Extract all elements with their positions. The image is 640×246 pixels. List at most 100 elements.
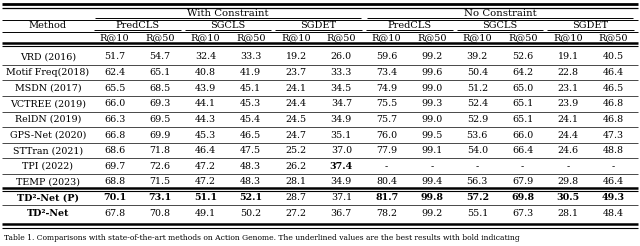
- Text: 28.7: 28.7: [285, 193, 307, 202]
- Text: 64.2: 64.2: [512, 68, 533, 77]
- Text: 30.5: 30.5: [556, 193, 580, 202]
- Text: 44.1: 44.1: [195, 99, 216, 108]
- Text: TPI (2022): TPI (2022): [22, 162, 74, 171]
- Text: 99.2: 99.2: [421, 52, 443, 61]
- Text: 52.1: 52.1: [239, 193, 262, 202]
- Text: 78.2: 78.2: [376, 209, 397, 218]
- Text: SGCLS: SGCLS: [211, 21, 246, 30]
- Text: 46.4: 46.4: [603, 177, 624, 186]
- Text: 51.1: 51.1: [194, 193, 217, 202]
- Text: 65.0: 65.0: [512, 84, 533, 92]
- Text: 67.8: 67.8: [104, 209, 125, 218]
- Text: 46.5: 46.5: [240, 130, 261, 139]
- Text: 29.8: 29.8: [557, 177, 579, 186]
- Text: VRD (2016): VRD (2016): [20, 52, 76, 61]
- Text: 45.3: 45.3: [240, 99, 261, 108]
- Text: R@50: R@50: [236, 33, 266, 42]
- Text: 71.5: 71.5: [149, 177, 171, 186]
- Text: 67.3: 67.3: [512, 209, 533, 218]
- Text: 62.4: 62.4: [104, 68, 125, 77]
- Text: 68.5: 68.5: [149, 84, 171, 92]
- Text: GPS-Net (2020): GPS-Net (2020): [10, 130, 86, 139]
- Text: 66.0: 66.0: [512, 130, 533, 139]
- Text: 69.7: 69.7: [104, 162, 125, 171]
- Text: 23.9: 23.9: [557, 99, 579, 108]
- Text: 25.2: 25.2: [285, 146, 307, 155]
- Text: 69.9: 69.9: [149, 130, 171, 139]
- Text: -: -: [385, 162, 388, 171]
- Text: 34.9: 34.9: [331, 177, 352, 186]
- Text: 99.0: 99.0: [421, 115, 443, 124]
- Text: 49.1: 49.1: [195, 209, 216, 218]
- Text: 76.0: 76.0: [376, 130, 397, 139]
- Text: 99.5: 99.5: [421, 130, 443, 139]
- Text: 65.1: 65.1: [512, 115, 533, 124]
- Text: 56.3: 56.3: [467, 177, 488, 186]
- Text: 47.2: 47.2: [195, 162, 216, 171]
- Text: 39.2: 39.2: [467, 52, 488, 61]
- Text: 24.1: 24.1: [285, 84, 307, 92]
- Text: R@50: R@50: [145, 33, 175, 42]
- Text: 40.8: 40.8: [195, 68, 216, 77]
- Text: 51.7: 51.7: [104, 52, 125, 61]
- Text: 27.2: 27.2: [285, 209, 307, 218]
- Text: 99.6: 99.6: [421, 68, 443, 77]
- Text: 75.7: 75.7: [376, 115, 397, 124]
- Text: 47.5: 47.5: [240, 146, 261, 155]
- Text: 44.3: 44.3: [195, 115, 216, 124]
- Text: 99.4: 99.4: [421, 177, 443, 186]
- Text: 40.5: 40.5: [603, 52, 624, 61]
- Text: 66.0: 66.0: [104, 99, 125, 108]
- Text: 37.1: 37.1: [331, 193, 352, 202]
- Text: 23.7: 23.7: [285, 68, 307, 77]
- Text: SGDET: SGDET: [301, 21, 337, 30]
- Text: 54.0: 54.0: [467, 146, 488, 155]
- Text: 43.9: 43.9: [195, 84, 216, 92]
- Text: 80.4: 80.4: [376, 177, 397, 186]
- Text: 34.5: 34.5: [331, 84, 352, 92]
- Text: 69.8: 69.8: [511, 193, 534, 202]
- Text: 48.3: 48.3: [240, 177, 261, 186]
- Text: 69.3: 69.3: [149, 99, 171, 108]
- Text: TEMP (2023): TEMP (2023): [16, 177, 80, 186]
- Text: 34.9: 34.9: [331, 115, 352, 124]
- Text: 59.6: 59.6: [376, 52, 397, 61]
- Text: R@10: R@10: [553, 33, 583, 42]
- Text: 48.3: 48.3: [240, 162, 261, 171]
- Text: 50.2: 50.2: [240, 209, 261, 218]
- Text: 55.1: 55.1: [467, 209, 488, 218]
- Text: 33.3: 33.3: [240, 52, 261, 61]
- Text: SGDET: SGDET: [573, 21, 609, 30]
- Text: 99.0: 99.0: [421, 84, 443, 92]
- Text: 22.8: 22.8: [557, 68, 579, 77]
- Text: 19.1: 19.1: [557, 52, 579, 61]
- Text: 48.8: 48.8: [603, 146, 624, 155]
- Text: 37.0: 37.0: [331, 146, 352, 155]
- Text: 28.1: 28.1: [285, 177, 307, 186]
- Text: SGCLS: SGCLS: [483, 21, 518, 30]
- Text: 46.8: 46.8: [603, 115, 624, 124]
- Text: RelDN (2019): RelDN (2019): [15, 115, 81, 124]
- Text: 41.9: 41.9: [240, 68, 261, 77]
- Text: 45.3: 45.3: [195, 130, 216, 139]
- Text: 67.9: 67.9: [512, 177, 533, 186]
- Text: 49.3: 49.3: [602, 193, 625, 202]
- Text: 45.1: 45.1: [240, 84, 261, 92]
- Text: 65.5: 65.5: [104, 84, 125, 92]
- Text: 47.3: 47.3: [603, 130, 624, 139]
- Text: 68.6: 68.6: [104, 146, 125, 155]
- Text: Motif Freq(2018): Motif Freq(2018): [6, 68, 90, 77]
- Text: R@10: R@10: [463, 33, 492, 42]
- Text: R@50: R@50: [326, 33, 356, 42]
- Text: 24.6: 24.6: [557, 146, 579, 155]
- Text: 24.1: 24.1: [557, 115, 579, 124]
- Text: 70.1: 70.1: [103, 193, 126, 202]
- Text: 81.7: 81.7: [375, 193, 398, 202]
- Text: 46.5: 46.5: [603, 84, 624, 92]
- Text: 47.2: 47.2: [195, 177, 216, 186]
- Text: PredCLS: PredCLS: [115, 21, 159, 30]
- Text: 74.9: 74.9: [376, 84, 397, 92]
- Text: R@10: R@10: [372, 33, 401, 42]
- Text: 23.1: 23.1: [557, 84, 579, 92]
- Text: -: -: [612, 162, 615, 171]
